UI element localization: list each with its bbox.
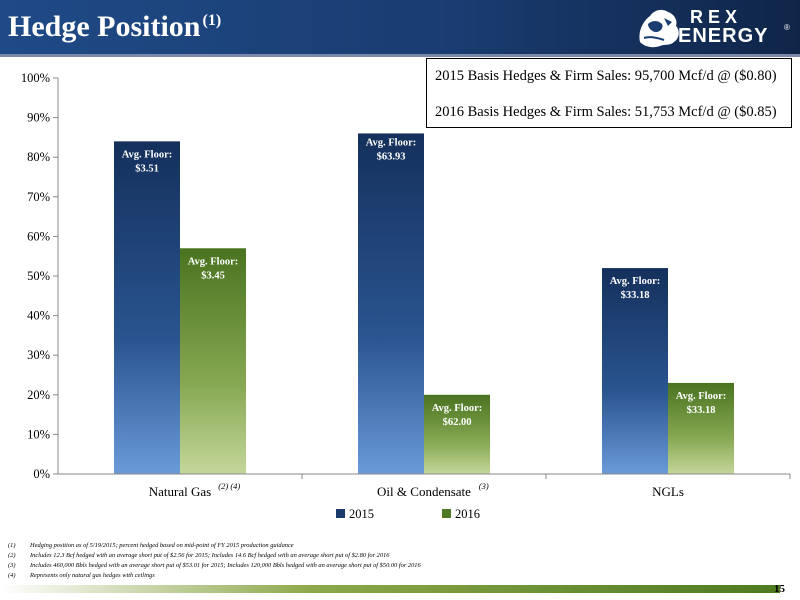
- bar-data-label: Avg. Floor:: [122, 149, 173, 160]
- x-category-label: NGLs: [652, 484, 684, 499]
- bar-data-label: $3.51: [135, 163, 159, 174]
- page-title-text: Hedge Position: [8, 10, 201, 43]
- bar-2016-2: [668, 382, 734, 474]
- x-category-label: Natural Gas: [149, 484, 211, 499]
- logo-text-rex: REX: [690, 7, 743, 27]
- infobox-line-2016: 2016 Basis Hedges & Firm Sales: 51,753 M…: [435, 104, 777, 120]
- footnote-item: (2) Includes 12.3 Bcf hedged with an aver…: [8, 551, 421, 561]
- bar-data-label: $62.00: [443, 417, 472, 428]
- legend-label: 2015: [349, 507, 374, 521]
- footnote-number: (1): [8, 542, 16, 549]
- bar-data-label: Avg. Floor:: [188, 256, 239, 267]
- basis-hedges-infobox: 2015 Basis Hedges & Firm Sales: 95,700 M…: [426, 58, 792, 128]
- logo-text-energy: ENERGY: [678, 25, 769, 47]
- bar-2016-1: [424, 394, 490, 474]
- x-category-footnote: (2) (4): [218, 481, 240, 491]
- footnote-number: (4): [8, 572, 16, 579]
- bar-2015-0: [114, 141, 180, 475]
- lion-emblem-icon: [639, 9, 679, 48]
- footnotes: (1) Hedging position as of 5/19/2015; per…: [8, 541, 421, 581]
- y-tick-label: 30%: [27, 348, 50, 362]
- bar-2015-2: [602, 268, 668, 474]
- y-tick-label: 70%: [27, 190, 50, 204]
- footnote-text: Hedging position as of 5/19/2015; percen…: [30, 542, 294, 549]
- legend-swatch-2016: [442, 509, 451, 518]
- bar-data-label: $3.45: [201, 270, 225, 281]
- bar-data-label: Avg. Floor:: [676, 391, 727, 402]
- footnote-text: Includes 460,000 Bbls hedged with an ave…: [30, 562, 421, 569]
- y-tick-label: 80%: [27, 150, 50, 164]
- y-tick-label: 90%: [27, 111, 50, 125]
- bar-data-label: $63.93: [377, 151, 406, 162]
- y-tick-label: 20%: [27, 388, 50, 402]
- y-tick-label: 100%: [21, 71, 50, 85]
- hedge-bar-chart: Avg. Floor: $3.51 Avg. Floor: $3.45 Avg. Flo…: [21, 71, 791, 521]
- x-category-footnote: (3): [479, 481, 489, 491]
- bar-2015-1: [358, 133, 424, 474]
- legend-label: 2016: [455, 507, 480, 521]
- infobox-line-2015: 2015 Basis Hedges & Firm Sales: 95,700 M…: [435, 68, 777, 84]
- bar-data-label: $33.18: [687, 405, 716, 416]
- rex-energy-logo: REX ENERGY ®: [632, 3, 800, 53]
- header-divider: [0, 54, 800, 57]
- y-tick-label: 0%: [33, 467, 50, 481]
- footnote-item: (3) Includes 460,000 Bbls hedged with an …: [8, 561, 421, 571]
- footnote-item: (1) Hedging position as of 5/19/2015; per…: [8, 541, 421, 551]
- bar-data-label: Avg. Floor:: [366, 137, 417, 148]
- footnote-text: Includes 12.3 Bcf hedged with an average…: [30, 552, 390, 559]
- footnote-item: (4) Represents only natural gas hedges wi…: [8, 571, 421, 581]
- y-tick-label: 10%: [27, 427, 50, 441]
- footer-accent-bar: [0, 585, 780, 593]
- page-title: Hedge Position (1): [8, 10, 221, 44]
- y-tick-label: 50%: [27, 269, 50, 283]
- footnote-number: (2): [8, 552, 16, 559]
- footnote-text: Represents only natural gas hedges with …: [30, 572, 155, 579]
- y-tick-label: 40%: [27, 309, 50, 323]
- x-category-label: Oil & Condensate: [377, 484, 471, 499]
- legend-swatch-2015: [336, 509, 345, 518]
- bar-data-label: Avg. Floor:: [610, 276, 661, 287]
- bar-data-label: Avg. Floor:: [432, 403, 483, 414]
- bar-data-label: $33.18: [621, 290, 650, 301]
- logo-registered-mark: ®: [784, 23, 790, 32]
- page-number: 15: [774, 583, 785, 595]
- page-title-footnote: (1): [202, 12, 222, 29]
- footnote-number: (3): [8, 562, 16, 569]
- y-tick-label: 60%: [27, 229, 50, 243]
- bar-2016-0: [180, 248, 246, 474]
